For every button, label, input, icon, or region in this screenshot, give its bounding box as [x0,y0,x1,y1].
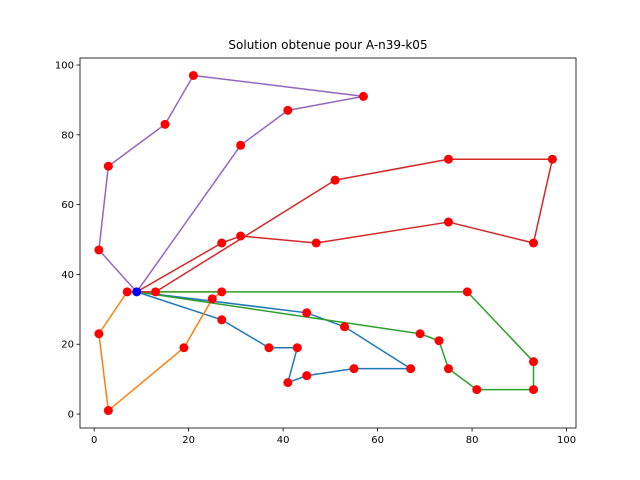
customer-point [160,119,170,129]
customer-point [302,371,312,381]
customer-point [349,364,359,374]
route-line-3 [136,291,535,391]
customer-point [217,287,227,297]
nodes-layer [94,70,557,416]
route-line-5 [98,74,365,293]
x-tick-label: 20 [182,435,195,446]
customer-point [217,238,227,248]
customer-point [122,287,132,297]
x-tick-label: 60 [371,435,384,446]
customer-point [340,322,350,332]
customer-point [406,364,416,374]
customer-point [528,385,538,395]
customer-point [443,364,453,374]
customer-point [103,406,113,416]
customer-point [311,238,321,248]
route-line-4 [136,158,554,293]
customer-point [94,329,104,339]
plot-frame [79,57,577,429]
customer-point [264,343,274,353]
depot-point [132,287,142,297]
customer-point [472,385,482,395]
customer-point [188,70,198,80]
y-tick-label: 80 [61,130,74,141]
customer-point [283,105,293,115]
customer-point [443,217,453,227]
x-tick-label: 80 [466,435,479,446]
y-tick-label: 0 [68,410,74,421]
customer-point [443,154,453,164]
customer-point [528,238,538,248]
customer-point [236,231,246,241]
chart-title: Solution obtenue pour A-n39-k05 [228,38,427,52]
y-tick-label: 100 [55,60,74,71]
customer-point [217,315,227,325]
customer-point [103,161,113,171]
customer-point [292,343,302,353]
customer-point [94,245,104,255]
customer-point [283,378,293,388]
customer-point [151,287,161,297]
customer-point [528,357,538,367]
x-tick-label: 0 [91,435,97,446]
customer-point [302,308,312,318]
x-tick-label: 40 [277,435,290,446]
customer-point [358,91,368,101]
y-tick-label: 20 [61,340,74,351]
route-line-1 [136,291,412,384]
customer-point [434,336,444,346]
customer-point [330,175,340,185]
y-tick-label: 60 [61,200,74,211]
customer-point [179,343,189,353]
customer-point [236,140,246,150]
x-tick-label: 100 [557,435,576,446]
customer-point [207,294,217,304]
customer-point [462,287,472,297]
axes-layer: 0 20 40 60 80 100 0 20 40 60 80 100 [55,57,577,446]
route-line-2 [98,291,223,412]
y-tick-label: 40 [61,270,74,281]
customer-point [547,154,557,164]
customer-point [415,329,425,339]
